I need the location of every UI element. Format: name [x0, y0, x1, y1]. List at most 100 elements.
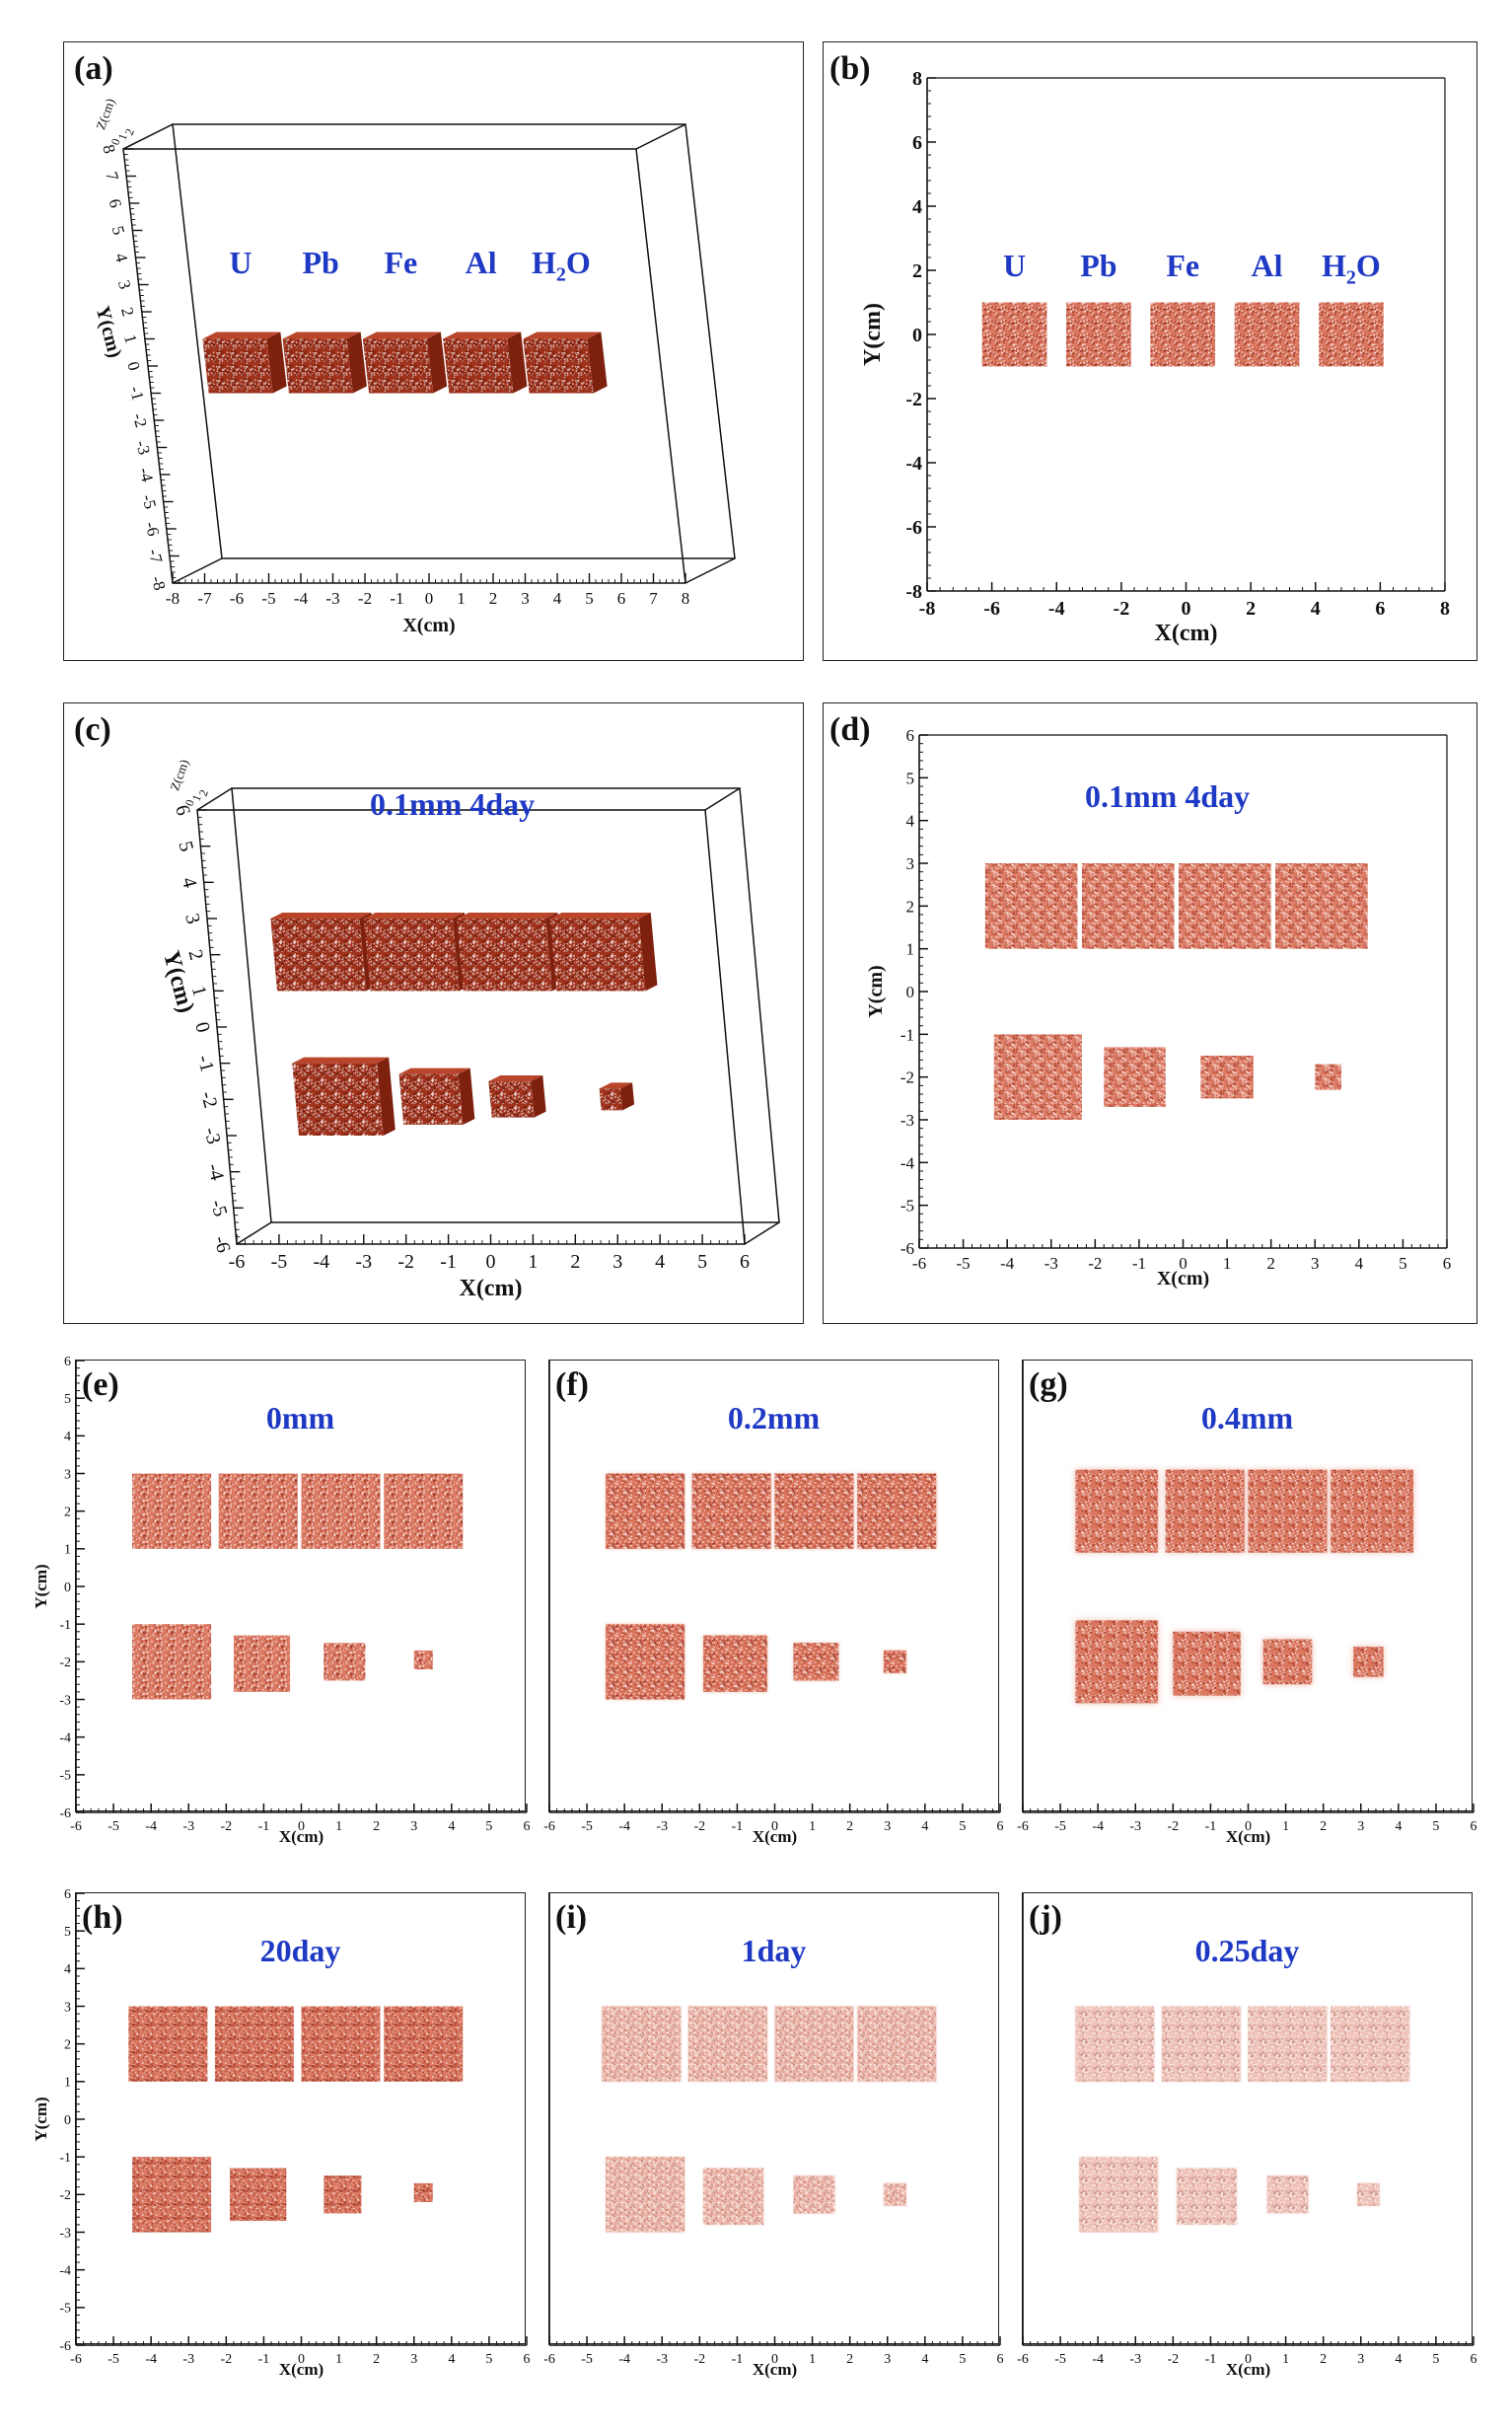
x-tick-label: 0: [1182, 598, 1191, 620]
y-tick-label: -6: [59, 2339, 71, 2354]
y-tick-label: 2: [64, 2038, 71, 2053]
x-tick-label: -6: [70, 2352, 82, 2367]
block-mark: [488, 1075, 546, 1118]
block-mark: [218, 1473, 298, 1549]
y-tick-label: -2: [129, 411, 151, 430]
x-tick-label: -2: [1114, 598, 1130, 620]
y-tick-label: -5: [138, 492, 160, 511]
y-tick-label: 2: [912, 260, 922, 282]
block-mark: [857, 2006, 937, 2082]
x-tick-label: 4: [655, 1251, 665, 1273]
panel-h: -6 -5 -4 -3 -2 -1 0 1 2 3 4 5 6 -6 -5 -4 -3 -2 -1 0 1 2 3 4 5 6 X(…: [32, 1887, 531, 2379]
block-mark: [883, 2182, 906, 2206]
x-tick-label: -2: [358, 589, 372, 608]
y-tick-label: -2: [59, 2188, 71, 2203]
block-mark: [362, 332, 448, 394]
y-tick-label: -1: [59, 2151, 71, 2166]
block-mark: [413, 2182, 433, 2202]
panel-j: -6 -5 -4 -3 -2 -1 0 1 2 3 4 5 6 X(cm) (j) 0.25day: [1017, 1892, 1477, 2379]
x-tick-label: -4: [618, 1819, 630, 1834]
x-tick-label: 6: [997, 1819, 1004, 1834]
block-mark: [1066, 302, 1131, 367]
y-axis-label: Y(cm): [32, 2097, 50, 2141]
x-tick-label: -6: [543, 1819, 555, 1834]
x-tick-label: -3: [1044, 1254, 1058, 1273]
x-tick-label: 0: [425, 589, 434, 608]
annotation-d: 0.1mm 4day: [1085, 778, 1251, 814]
panel-b: -8 -6 -4 -2 0 2 4 6 8 -8 -6 -4 -2 0 2 4 6 8 X(cm) Y(cm) (b)…: [823, 41, 1477, 661]
annotation: 0.4mm: [1200, 1400, 1294, 1436]
block-mark: [1075, 1469, 1159, 1553]
x-tick-label: -3: [182, 2352, 194, 2367]
box-edge: [744, 1221, 780, 1245]
block-mark: [132, 1473, 212, 1549]
block-mark: [793, 2175, 835, 2214]
x-tick-label: -1: [440, 1251, 457, 1273]
chart-c-svg: -6 -5 -4 -3 -2 -1 0 1 2 3 4 5 6-6-5-4-3-2-1012345601…: [158, 758, 780, 1301]
x-tick-label: 1: [335, 1819, 342, 1834]
annotation: 20day: [259, 1933, 341, 1968]
chart-svg: -6 -5 -4 -3 -2 -1 0 1 2 3 4 5 6 -6 -5 -4 -3 -2 -1 0 1 2 3 4 5 6 X(…: [32, 1887, 531, 2379]
x-tick-label: 2: [846, 2352, 853, 2367]
x-tick-label: -8: [166, 589, 180, 608]
y-tick-label: -5: [900, 1197, 914, 1216]
x-tick-label: 6: [1471, 2352, 1477, 2367]
block-mark: [1173, 1631, 1241, 1696]
material-label: Pb: [302, 245, 339, 280]
y-tick-label: 3: [64, 2000, 71, 2015]
x-tick-label: -3: [1129, 2352, 1141, 2367]
x-tick-label: -5: [108, 2352, 119, 2367]
x-tick-label: -1: [732, 2352, 744, 2367]
x-tick-label: -4: [313, 1251, 329, 1273]
box-edge: [122, 123, 174, 150]
y-tick-label: 0: [190, 1020, 214, 1035]
block-mark: [1104, 1047, 1166, 1107]
block-mark: [457, 913, 564, 992]
block-mark: [549, 913, 658, 992]
x-tick-label: 5: [959, 1819, 966, 1834]
y-tick-label: -2: [196, 1089, 222, 1111]
x-tick-label: 4: [553, 589, 562, 608]
y-tick-label: 3: [180, 912, 204, 926]
block-mark: [1356, 2182, 1380, 2206]
y-tick-label: -3: [900, 1111, 914, 1130]
material-label: U: [229, 245, 252, 280]
x-tick-label: 3: [612, 1251, 622, 1273]
panel-label: (f): [555, 1366, 589, 1403]
x-tick-label: 6: [524, 1819, 531, 1834]
chart-d-svg: -6 -5 -4 -3 -2 -1 0 1 2 3 4 5 6 -6 -5 -4 -3 -2 -1 0 1 2 3 4 5 6 X(…: [865, 726, 1451, 1289]
x-tick-label: -3: [325, 589, 339, 608]
x-tick-label: 1: [1282, 1819, 1289, 1834]
block-mark: [282, 332, 367, 394]
block-mark: [301, 1473, 381, 1549]
x-tick-label: 3: [884, 1819, 891, 1834]
x-tick-label: 1: [335, 2352, 342, 2367]
block-mark: [1353, 1647, 1384, 1677]
annotation: 1day: [741, 1933, 807, 1968]
x-tick-label: 0: [298, 1819, 305, 1834]
block-mark: [606, 1473, 685, 1549]
box-edge: [236, 1221, 272, 1245]
x-tick-label: -2: [1167, 2352, 1179, 2367]
x-tick-label: 0: [298, 2352, 305, 2367]
x-tick-label: -6: [230, 589, 244, 608]
x-tick-label: -4: [1000, 1254, 1015, 1273]
x-tick-label: -4: [1092, 2352, 1104, 2367]
x-tick-label: -3: [656, 2352, 668, 2367]
x-axis-label: X(cm): [279, 2360, 324, 2379]
y-tick-label: 0: [906, 983, 915, 1001]
material-label: H2O: [1321, 248, 1381, 289]
x-axis-label: X(cm): [460, 1276, 523, 1301]
y-tick-label: 6: [64, 1887, 71, 1902]
chart-svg: -6 -5 -4 -3 -2 -1 0 1 2 3 4 5 6 X(cm): [1017, 1361, 1477, 1846]
block-mark: [1234, 302, 1300, 367]
x-tick-label: -3: [182, 1819, 194, 1834]
y-tick-label: 6: [106, 197, 126, 210]
x-tick-label: 4: [921, 1819, 928, 1834]
z-tick-label: 1: [189, 792, 204, 802]
block-mark: [443, 332, 528, 394]
y-tick-label: -4: [59, 2264, 71, 2279]
x-tick-label: 1: [809, 1819, 816, 1834]
box-edge: [172, 557, 223, 584]
x-tick-label: 6: [1375, 598, 1385, 620]
